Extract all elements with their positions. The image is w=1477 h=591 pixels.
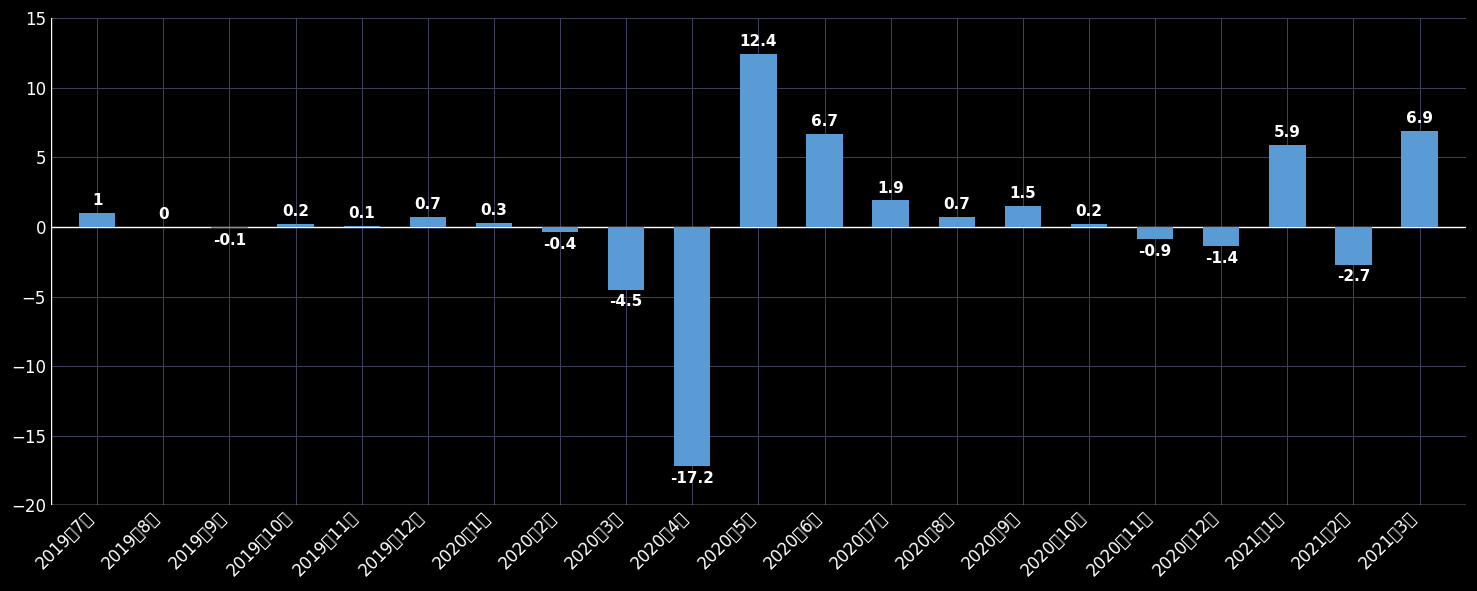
Bar xyxy=(740,54,777,227)
Text: -0.1: -0.1 xyxy=(213,233,247,248)
Text: 1.5: 1.5 xyxy=(1009,186,1037,201)
Text: 6.7: 6.7 xyxy=(811,114,837,129)
Bar xyxy=(278,224,313,227)
Text: -0.4: -0.4 xyxy=(544,238,576,252)
Text: 0.7: 0.7 xyxy=(415,197,442,212)
Text: 0.2: 0.2 xyxy=(282,204,309,219)
Text: -4.5: -4.5 xyxy=(610,294,642,310)
Bar xyxy=(609,227,644,290)
Bar xyxy=(1071,224,1108,227)
Text: -1.4: -1.4 xyxy=(1205,251,1238,267)
Bar xyxy=(344,226,380,227)
Text: 1.9: 1.9 xyxy=(877,181,904,196)
Bar xyxy=(1402,131,1437,227)
Bar xyxy=(938,217,975,227)
Text: 6.9: 6.9 xyxy=(1406,111,1433,126)
Bar xyxy=(542,227,579,232)
Bar xyxy=(1004,206,1041,227)
Text: -2.7: -2.7 xyxy=(1337,269,1371,284)
Bar xyxy=(806,134,843,227)
Text: 0.2: 0.2 xyxy=(1075,204,1102,219)
Text: 0: 0 xyxy=(158,207,168,222)
Bar xyxy=(1335,227,1372,265)
Text: 5.9: 5.9 xyxy=(1275,125,1301,140)
Text: 1: 1 xyxy=(92,193,102,208)
Bar xyxy=(1137,227,1173,239)
Bar xyxy=(674,227,710,466)
Bar xyxy=(80,213,115,227)
Text: 0.7: 0.7 xyxy=(944,197,970,212)
Text: -0.9: -0.9 xyxy=(1139,244,1171,259)
Text: 12.4: 12.4 xyxy=(740,34,777,50)
Bar xyxy=(476,223,513,227)
Bar xyxy=(1269,145,1306,227)
Text: 0.3: 0.3 xyxy=(480,203,508,218)
Bar xyxy=(873,200,908,227)
Bar xyxy=(211,227,248,228)
Text: 0.1: 0.1 xyxy=(349,206,375,220)
Bar xyxy=(409,217,446,227)
Bar xyxy=(1204,227,1239,246)
Text: -17.2: -17.2 xyxy=(671,471,715,486)
